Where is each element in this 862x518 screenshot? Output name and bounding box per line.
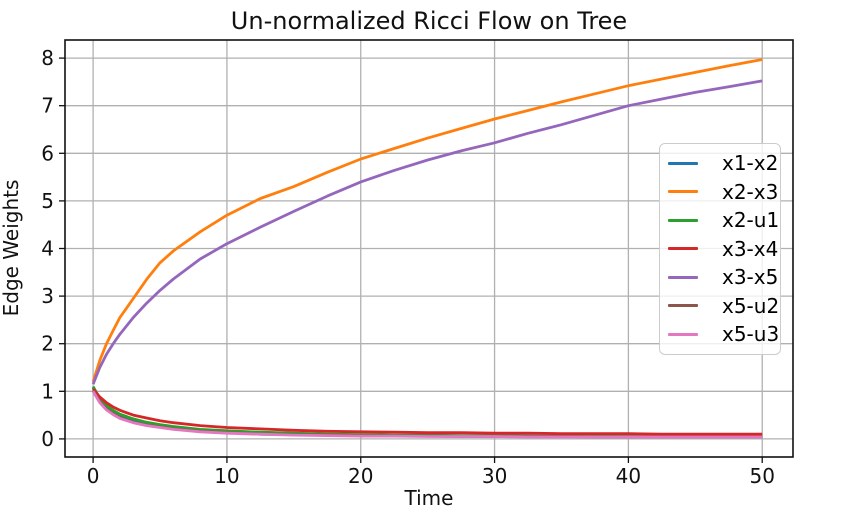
- y-tick-label: 2: [41, 332, 54, 356]
- y-tick-label: 1: [41, 379, 54, 403]
- legend-item-label: x3-x5: [722, 265, 779, 290]
- legend-item-label: x5-u2: [722, 293, 780, 318]
- legend-item-label: x3-x4: [722, 236, 779, 261]
- legend-line-sample: [668, 275, 698, 279]
- legend-item: x5-u2: [660, 292, 780, 321]
- legend-line-sample: [668, 304, 698, 308]
- x-tick-label: 30: [482, 464, 507, 488]
- legend-item-label: x2-x3: [722, 179, 779, 204]
- y-tick-label: 7: [41, 94, 54, 118]
- legend-item: x3-x5: [660, 263, 780, 292]
- legend-item-label: x5-u3: [722, 322, 780, 347]
- legend-item-label: x2-u1: [722, 208, 780, 233]
- series-layer: [91, 58, 763, 439]
- legend-item-label: x1-x2: [722, 151, 779, 176]
- legend-item: x1-x2: [660, 149, 780, 178]
- y-tick-label: 6: [41, 141, 54, 165]
- series-line-x3-x5: [91, 79, 763, 385]
- x-tick-label: 10: [214, 464, 239, 488]
- x-tick-label: 50: [749, 464, 774, 488]
- legend-item: x2-x3: [660, 178, 780, 207]
- legend-item: x3-x4: [660, 235, 780, 264]
- legend-line-sample: [668, 218, 698, 222]
- tick-layer: 0 10 20 30 40 50 0 1 2 3 4 5 6 7 8: [41, 46, 775, 488]
- x-tick-label: 0: [87, 464, 100, 488]
- series-line-x2-u1: [91, 385, 763, 438]
- y-tick-label: 3: [41, 284, 54, 308]
- legend-line-sample: [668, 161, 698, 165]
- series-line-x3-x4: [92, 388, 763, 436]
- legend-line-sample: [668, 247, 698, 251]
- y-tick-label: 5: [41, 189, 54, 213]
- x-axis-label: Time: [404, 486, 454, 510]
- x-tick-label: 40: [616, 464, 641, 488]
- chart-title: Un-normalized Ricci Flow on Tree: [231, 7, 627, 35]
- series-line-x2-x3: [91, 58, 763, 383]
- legend-item: x5-u3: [660, 320, 780, 349]
- legend: x1-x2 x2-x3 x2-u1 x3-x4 x3-x5 x5-u2 x5-u3: [659, 143, 781, 355]
- legend-item: x2-u1: [660, 206, 780, 235]
- y-tick-label: 4: [41, 237, 54, 261]
- y-tick-label: 0: [41, 427, 54, 451]
- x-tick-label: 20: [348, 464, 373, 488]
- y-axis-label: Edge Weights: [0, 180, 23, 317]
- legend-line-sample: [668, 190, 698, 194]
- legend-line-sample: [668, 332, 698, 336]
- y-tick-label: 8: [41, 46, 54, 70]
- series-line-x5-u3: [91, 390, 763, 439]
